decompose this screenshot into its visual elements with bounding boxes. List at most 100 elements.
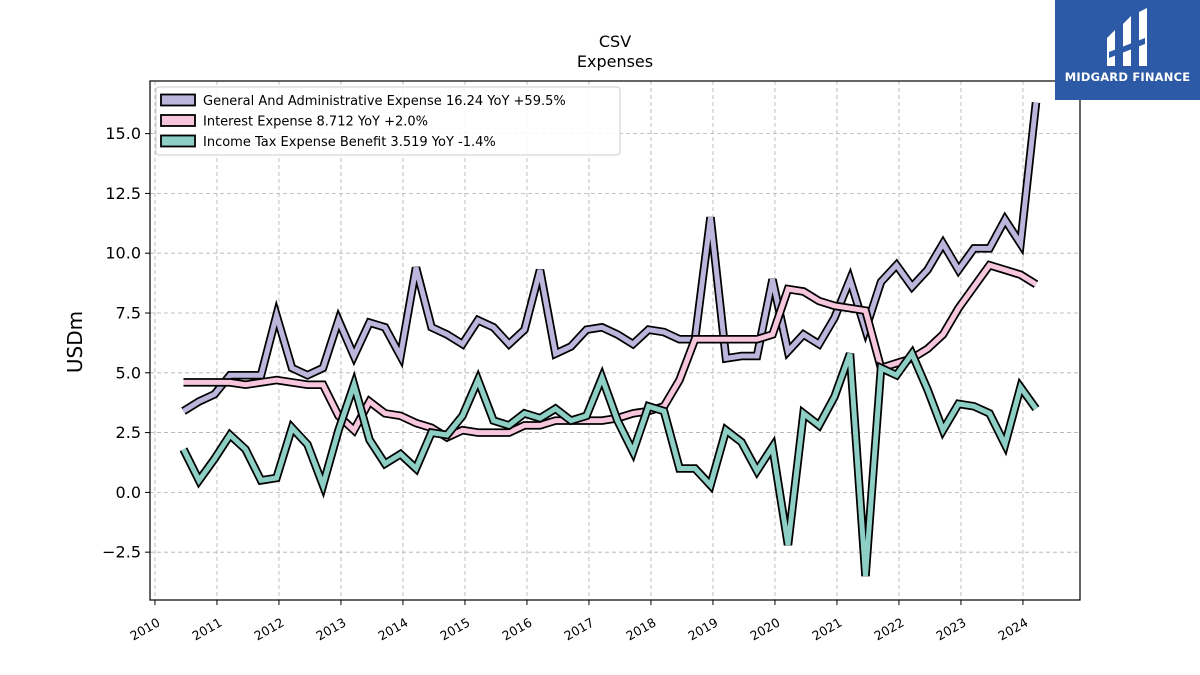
data-point bbox=[554, 419, 558, 423]
data-point bbox=[259, 380, 263, 384]
x-tick-label: 2023 bbox=[933, 615, 968, 644]
data-point bbox=[848, 306, 852, 310]
data-point bbox=[275, 313, 279, 317]
data-point bbox=[1019, 273, 1023, 277]
data-point bbox=[600, 376, 604, 380]
data-point bbox=[631, 450, 635, 454]
y-axis: −2.5 0.0 2.5 5.0 7.5 10.0 12.5 15.0 bbox=[102, 124, 150, 562]
chart-title: CSV bbox=[599, 32, 631, 51]
data-point bbox=[755, 337, 759, 341]
data-point bbox=[244, 447, 248, 451]
x-tick-label: 2014 bbox=[375, 615, 410, 644]
data-point bbox=[724, 428, 728, 432]
data-point bbox=[647, 404, 651, 408]
data-point bbox=[693, 337, 697, 341]
data-point bbox=[492, 431, 496, 435]
series-lines bbox=[179, 102, 1041, 578]
data-point bbox=[988, 411, 992, 415]
data-point bbox=[662, 330, 666, 334]
data-point bbox=[259, 478, 263, 482]
data-point bbox=[445, 433, 449, 437]
data-point bbox=[817, 342, 821, 346]
data-point bbox=[678, 337, 682, 341]
data-point bbox=[306, 373, 310, 377]
data-point bbox=[771, 333, 775, 337]
data-point bbox=[259, 373, 263, 377]
data-point bbox=[662, 409, 666, 413]
legend: General And Administrative Expense 16.24… bbox=[155, 86, 621, 156]
data-point bbox=[538, 416, 542, 420]
data-point bbox=[507, 342, 511, 346]
data-point bbox=[306, 443, 310, 447]
data-point bbox=[771, 445, 775, 449]
series-line bbox=[181, 348, 1039, 577]
data-point bbox=[786, 287, 790, 291]
data-point bbox=[228, 373, 232, 377]
data-point bbox=[430, 431, 434, 435]
data-point bbox=[275, 378, 279, 382]
x-tick-label: 2022 bbox=[871, 615, 906, 644]
x-tick-label: 2021 bbox=[809, 615, 844, 644]
data-point bbox=[941, 428, 945, 432]
legend-entry: General And Administrative Expense 16.24… bbox=[203, 94, 566, 109]
data-point bbox=[507, 431, 511, 435]
data-point bbox=[523, 328, 527, 332]
data-point bbox=[1019, 385, 1023, 389]
plot-frame bbox=[149, 80, 1081, 601]
data-point bbox=[476, 378, 480, 382]
data-point bbox=[1034, 407, 1038, 411]
x-tick-label: 2016 bbox=[499, 615, 534, 644]
data-point bbox=[399, 354, 403, 358]
data-point bbox=[755, 469, 759, 473]
data-point bbox=[957, 402, 961, 406]
x-axis: 2010 2011 2012 2013 2014 2015 2016 2017 2018 2019… bbox=[127, 600, 1030, 644]
data-point bbox=[585, 328, 589, 332]
data-point bbox=[709, 337, 713, 341]
data-point bbox=[817, 299, 821, 303]
brand-logo: MIDGARD FINANCE bbox=[1055, 0, 1200, 100]
y-tick-label: 5.0 bbox=[116, 363, 141, 382]
data-point bbox=[523, 423, 527, 427]
data-point bbox=[988, 263, 992, 267]
y-axis-label: USDm bbox=[63, 311, 87, 373]
data-point bbox=[817, 423, 821, 427]
data-point bbox=[647, 328, 651, 332]
y-tick-label: 12.5 bbox=[105, 184, 141, 203]
data-point bbox=[383, 325, 387, 329]
y-tick-label: 2.5 bbox=[116, 423, 141, 442]
data-point bbox=[833, 304, 837, 308]
data-point bbox=[941, 242, 945, 246]
data-point bbox=[275, 476, 279, 480]
data-point bbox=[244, 383, 248, 387]
chart-subtitle: Expenses bbox=[577, 52, 653, 71]
data-point bbox=[1019, 242, 1023, 246]
data-point bbox=[461, 414, 465, 418]
data-point bbox=[957, 268, 961, 272]
midgard-logo-icon bbox=[1107, 8, 1147, 66]
data-point bbox=[414, 467, 418, 471]
data-point bbox=[600, 419, 604, 423]
data-point bbox=[321, 383, 325, 387]
data-point bbox=[957, 306, 961, 310]
y-tick-label: 10.0 bbox=[105, 244, 141, 263]
data-point bbox=[693, 467, 697, 471]
y-tick-label: −2.5 bbox=[102, 543, 141, 562]
data-point bbox=[879, 366, 883, 370]
data-point bbox=[709, 483, 713, 487]
data-point bbox=[476, 318, 480, 322]
data-point bbox=[507, 423, 511, 427]
data-point bbox=[631, 411, 635, 415]
data-point bbox=[988, 246, 992, 250]
data-point bbox=[864, 574, 868, 578]
legend-entry: Income Tax Expense Benefit 3.519 YoY -1.… bbox=[203, 135, 496, 150]
data-point bbox=[244, 373, 248, 377]
data-point bbox=[213, 392, 217, 396]
data-point bbox=[290, 426, 294, 430]
y-tick-label: 0.0 bbox=[116, 483, 141, 502]
data-point bbox=[1003, 218, 1007, 222]
data-point bbox=[585, 414, 589, 418]
data-point bbox=[631, 342, 635, 346]
data-point bbox=[321, 483, 325, 487]
data-point bbox=[182, 380, 186, 384]
